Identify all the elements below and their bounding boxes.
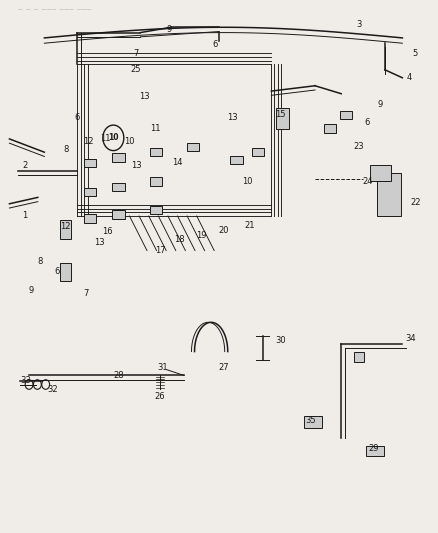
Text: 16: 16	[102, 228, 113, 237]
Text: 6: 6	[55, 268, 60, 276]
Text: —  —  —  ———  ———  ———: — — — ——— ——— ———	[18, 7, 92, 12]
Text: 13: 13	[131, 161, 141, 170]
Bar	[252, 148, 265, 157]
Bar	[339, 111, 352, 119]
Text: 12: 12	[60, 222, 71, 231]
Text: 12: 12	[83, 137, 93, 146]
Text: 11: 11	[150, 124, 161, 133]
Bar	[230, 156, 243, 165]
Bar	[150, 177, 162, 185]
Bar	[113, 210, 125, 219]
Bar	[187, 143, 199, 151]
Bar	[113, 154, 125, 162]
Text: 29: 29	[369, 444, 379, 453]
Text: 9: 9	[378, 100, 383, 109]
Text: 2: 2	[22, 161, 27, 170]
Text: 30: 30	[275, 336, 286, 345]
Text: 8: 8	[64, 145, 69, 154]
Text: 26: 26	[155, 392, 166, 401]
Text: 13: 13	[227, 113, 237, 122]
Text: 3: 3	[356, 20, 361, 29]
Text: 10: 10	[108, 133, 119, 142]
Text: 4: 4	[406, 73, 412, 82]
Text: 8: 8	[37, 257, 42, 265]
Text: 32: 32	[48, 385, 58, 394]
Text: 7: 7	[83, 288, 88, 297]
Text: 14: 14	[172, 158, 183, 167]
Text: 10: 10	[124, 137, 135, 146]
Bar	[377, 173, 401, 216]
Text: 5: 5	[413, 50, 418, 58]
Text: 10: 10	[242, 177, 253, 186]
Text: 15: 15	[275, 110, 286, 119]
Text: 27: 27	[218, 363, 229, 372]
Text: 24: 24	[362, 177, 373, 186]
Text: 28: 28	[113, 371, 124, 380]
Bar	[354, 352, 364, 362]
Text: 13: 13	[94, 238, 104, 247]
Text: 13: 13	[139, 92, 150, 101]
Bar	[150, 148, 162, 157]
Text: 23: 23	[353, 142, 364, 151]
Text: 9: 9	[166, 26, 171, 35]
Bar	[370, 165, 391, 181]
Bar	[366, 446, 385, 456]
Text: 35: 35	[305, 416, 316, 425]
Text: 19: 19	[196, 231, 207, 240]
Bar	[84, 159, 96, 167]
Text: 18: 18	[174, 236, 185, 245]
Text: 33: 33	[21, 376, 32, 385]
Text: 31: 31	[157, 363, 168, 372]
Text: 17: 17	[155, 246, 166, 255]
Bar	[84, 214, 96, 223]
Bar	[113, 182, 125, 191]
Bar	[60, 263, 71, 281]
Bar	[84, 188, 96, 196]
Text: 1: 1	[22, 212, 27, 221]
Bar	[324, 124, 336, 133]
Text: 7: 7	[133, 50, 139, 58]
Text: 6: 6	[365, 118, 370, 127]
Text: 11: 11	[100, 134, 111, 143]
Text: 6: 6	[212, 40, 217, 49]
Bar	[60, 220, 71, 239]
Text: 20: 20	[218, 226, 229, 235]
Text: 25: 25	[131, 66, 141, 74]
Text: 9: 9	[28, 286, 34, 295]
Text: 34: 34	[406, 334, 417, 343]
Text: 21: 21	[244, 221, 255, 230]
Text: 6: 6	[74, 113, 80, 122]
Text: 22: 22	[410, 198, 421, 207]
Bar	[150, 206, 162, 214]
Bar	[276, 108, 289, 130]
Bar	[304, 416, 321, 428]
